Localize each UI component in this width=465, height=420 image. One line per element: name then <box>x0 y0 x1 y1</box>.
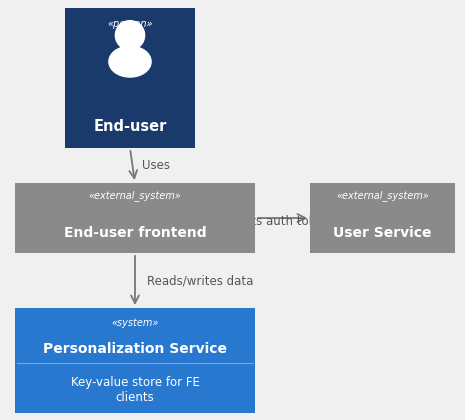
Text: Key-value store for FE
clients: Key-value store for FE clients <box>71 376 199 404</box>
Text: Personalization Service: Personalization Service <box>43 341 227 356</box>
FancyBboxPatch shape <box>310 183 455 253</box>
FancyBboxPatch shape <box>15 308 255 413</box>
FancyBboxPatch shape <box>15 183 255 253</box>
Text: End-user: End-user <box>93 119 166 134</box>
Text: «person»: «person» <box>107 19 153 29</box>
FancyBboxPatch shape <box>65 8 195 148</box>
Text: Gets auth token: Gets auth token <box>235 215 330 228</box>
Text: «external_system»: «external_system» <box>336 190 429 201</box>
Text: «system»: «system» <box>111 318 159 328</box>
Text: User Service: User Service <box>333 226 432 240</box>
Text: Reads/writes data: Reads/writes data <box>147 274 253 287</box>
Circle shape <box>115 21 145 50</box>
Text: «external_system»: «external_system» <box>89 190 181 201</box>
Ellipse shape <box>109 46 151 77</box>
Text: Uses: Uses <box>142 159 170 172</box>
Text: End-user frontend: End-user frontend <box>64 226 206 240</box>
